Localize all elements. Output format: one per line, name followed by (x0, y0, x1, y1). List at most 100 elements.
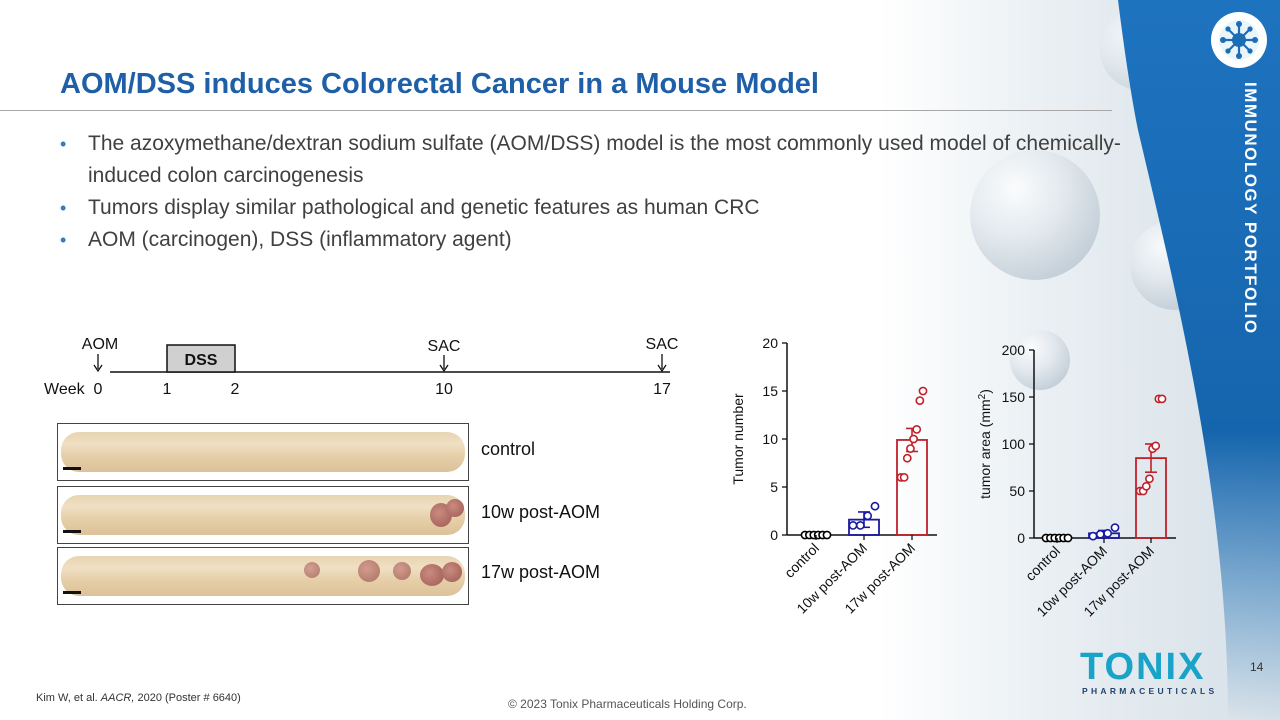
tumor-nodule (442, 562, 462, 582)
reference-citation: Kim W, et al. AACR, 2020 (Poster # 6640) (36, 692, 241, 704)
y-tick-label: 5 (770, 479, 778, 495)
colon-photo-control (57, 423, 469, 481)
y-tick-label: 0 (1017, 530, 1025, 546)
data-point (1095, 529, 1105, 539)
y-tick-label: 15 (762, 383, 778, 399)
colon-label: 10w post-AOM (481, 502, 601, 522)
week-tick-label: 2 (231, 381, 240, 398)
tonix-logo: TONIX PHARMACEUTICALS (1080, 646, 1214, 698)
data-point (906, 444, 915, 453)
tumor-nodule (446, 499, 464, 517)
data-point (899, 472, 909, 482)
data-point (1110, 523, 1120, 533)
y-axis-title-superscript: 2 (977, 393, 988, 399)
bullet-glyph: • (60, 230, 67, 250)
molecule-sphere (1010, 330, 1070, 390)
tumor-nodule (420, 564, 444, 586)
dss-label: DSS (185, 352, 218, 369)
x-tick-label: control (781, 540, 822, 581)
y-tick-label: 20 (762, 335, 778, 351)
bullet-item: • The azoxymethane/dextran sodium sulfate… (60, 128, 1130, 192)
y-axis-title-text: tumor area (mm (977, 399, 993, 499)
data-point (1088, 531, 1098, 541)
scale-bar (63, 530, 81, 533)
y-axis-title: tumor area (mm2) (977, 389, 993, 499)
data-point (855, 520, 865, 530)
data-point (863, 511, 873, 521)
data-point (1157, 394, 1167, 404)
week-tick-label: 17 (653, 381, 671, 398)
bullet-list: • The azoxymethane/dextran sodium sulfate… (60, 128, 1130, 256)
sac-arrowhead-icon (657, 364, 667, 373)
data-point (870, 501, 880, 511)
brand-tagline: PHARMACEUTICALS (1082, 686, 1218, 696)
copyright-notice: © 2023 Tonix Pharmaceuticals Holding Cor… (508, 697, 747, 711)
aom-marker-label: AOM (82, 336, 118, 353)
y-tick-label: 100 (1002, 436, 1026, 452)
week-label: Week (44, 381, 86, 398)
colon-tissue (61, 495, 465, 535)
scale-bar (63, 591, 81, 594)
colon-label: control (481, 439, 536, 459)
data-point (912, 425, 922, 434)
experiment-timeline: DSS Week 0 1 2 10 17 AOM SAC SAC (44, 336, 679, 398)
colon-label: 17w post-AOM (481, 562, 601, 582)
molecule-sphere (970, 150, 1100, 280)
portfolio-label: IMMUNOLOGY PORTFOLIO (1241, 82, 1260, 335)
y-tick-label: 50 (1009, 483, 1025, 499)
y-axis-title-close: ) (977, 389, 993, 394)
colon-photo-10w (57, 486, 469, 544)
bullet-text: AOM (carcinogen), DSS (inflammatory agen… (88, 228, 512, 251)
bar (896, 439, 928, 536)
title-divider (0, 110, 1112, 111)
sac-marker-label: SAC (646, 336, 679, 353)
brand-name: TONIX (1080, 646, 1206, 688)
scale-bar (63, 467, 81, 470)
week-tick-label: 0 (94, 381, 103, 398)
slide-title: AOM/DSS induces Colorectal Cancer in a M… (60, 68, 819, 100)
reference-journal: AACR, (100, 692, 135, 704)
data-point (918, 386, 928, 396)
data-point (848, 520, 858, 530)
data-point (1145, 474, 1154, 484)
bullet-glyph: • (60, 134, 67, 154)
data-point (1141, 481, 1151, 491)
data-point (822, 530, 832, 540)
data-point (915, 396, 925, 405)
x-tick-label: control (1022, 543, 1063, 584)
data-point (1063, 533, 1073, 543)
dss-box (166, 344, 236, 373)
y-tick-label: 10 (762, 431, 778, 447)
reference-authors: Kim W, et al. (36, 692, 101, 704)
y-tick-label: 200 (1002, 342, 1026, 358)
data-point (902, 453, 912, 463)
bullet-item: • Tumors display similar pathological and… (60, 192, 1130, 224)
bullet-text: Tumors display similar pathological and … (88, 196, 760, 219)
bullet-glyph: • (60, 198, 67, 218)
y-tick-label: 150 (1002, 389, 1026, 405)
aom-arrowhead-icon (93, 364, 103, 373)
week-tick-label: 1 (163, 381, 172, 398)
colon-tissue (61, 432, 465, 472)
bullet-text: The azoxymethane/dextran sodium sulfate … (88, 132, 1121, 187)
data-point (1151, 441, 1161, 451)
data-point (1103, 528, 1113, 538)
y-tick-label: 0 (770, 527, 778, 543)
colon-photo-17w (57, 547, 469, 605)
y-axis-title: Tumor number (730, 393, 746, 485)
tumor-nodule (393, 562, 411, 580)
tumor-nodule (358, 560, 380, 582)
page-number: 14 (1250, 660, 1264, 674)
week-tick-label: 10 (435, 381, 453, 398)
sac-marker-label: SAC (428, 338, 461, 355)
reference-details: 2020 (Poster # 6640) (134, 692, 241, 704)
bullet-item: • AOM (carcinogen), DSS (inflammatory age… (60, 224, 1130, 256)
data-point (909, 434, 918, 444)
sac-arrowhead-icon (439, 364, 449, 373)
tumor-nodule (304, 562, 320, 578)
blue-ribbon (1118, 0, 1280, 720)
immunology-logo-icon (1211, 12, 1267, 68)
